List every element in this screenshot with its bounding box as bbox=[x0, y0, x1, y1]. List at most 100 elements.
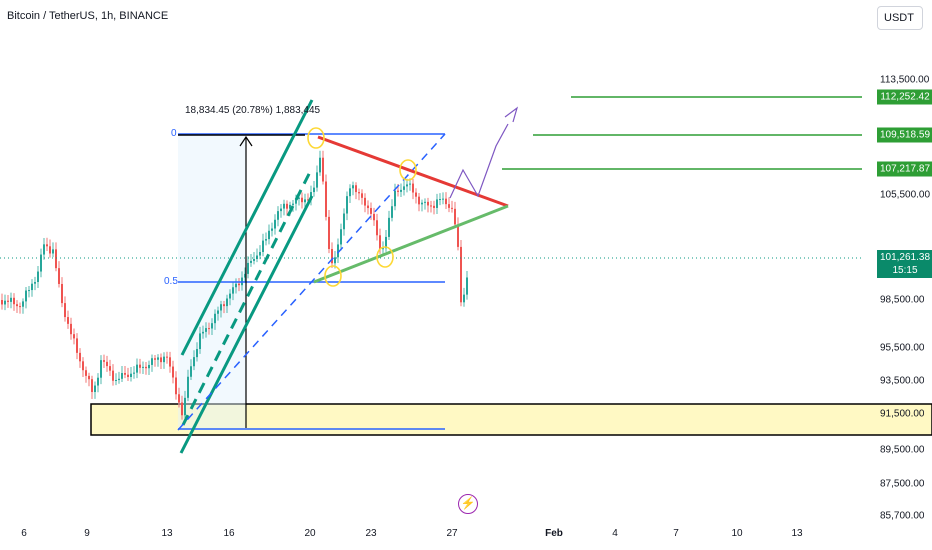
candle-body bbox=[307, 199, 309, 201]
time-label: 16 bbox=[223, 528, 235, 539]
candle-body bbox=[256, 255, 258, 260]
channel-mid-line[interactable] bbox=[181, 167, 314, 426]
candle-body bbox=[121, 373, 123, 379]
candle-body bbox=[439, 199, 441, 201]
time-label: 23 bbox=[365, 528, 377, 539]
candle-body bbox=[262, 240, 264, 253]
candle-body bbox=[154, 358, 156, 360]
price-label: 85,700.00 bbox=[880, 510, 925, 522]
candle-body bbox=[328, 216, 330, 249]
candle-body bbox=[421, 202, 423, 205]
candle-body bbox=[415, 192, 417, 197]
candle-body bbox=[385, 236, 387, 249]
candle-body bbox=[460, 246, 462, 303]
candle-body bbox=[67, 317, 69, 324]
candle-body bbox=[232, 287, 234, 294]
candle-body bbox=[97, 377, 99, 386]
candle-body bbox=[409, 183, 411, 185]
candle-body bbox=[175, 377, 177, 395]
flash-icon[interactable]: ⚡ bbox=[458, 494, 478, 514]
candle-body bbox=[76, 338, 78, 353]
candle-body bbox=[250, 260, 252, 263]
time-label: 13 bbox=[791, 528, 803, 539]
triangle-support-line[interactable] bbox=[313, 204, 509, 284]
candle-body bbox=[127, 374, 129, 378]
candle-body bbox=[13, 297, 15, 305]
candle-body bbox=[289, 204, 291, 209]
bar-countdown: 15:15 bbox=[892, 265, 918, 276]
candle-body bbox=[244, 273, 246, 278]
candle-body bbox=[277, 211, 279, 220]
candle-body bbox=[184, 397, 186, 416]
candle-body bbox=[151, 358, 153, 365]
candle-body bbox=[118, 378, 120, 381]
candle-body bbox=[367, 205, 369, 209]
candle-body bbox=[61, 283, 63, 304]
candle-body bbox=[7, 300, 9, 302]
candle-body bbox=[130, 373, 132, 378]
candle-body bbox=[190, 366, 192, 377]
channel-lower-line[interactable] bbox=[179, 195, 314, 454]
candle-body bbox=[394, 190, 396, 207]
candle-body bbox=[82, 361, 84, 371]
target-price-tag: 109,518.59 bbox=[877, 127, 932, 143]
target-price-tag: 112,252.42 bbox=[877, 89, 932, 105]
symbol-title[interactable]: Bitcoin / TetherUS, 1h, BINANCE bbox=[7, 10, 169, 22]
candle-body bbox=[160, 357, 162, 363]
candle-body bbox=[91, 379, 93, 393]
candle-body bbox=[313, 187, 315, 193]
demand-zone[interactable] bbox=[90, 403, 932, 436]
price-label: 87,500.00 bbox=[880, 478, 925, 490]
price-axis[interactable]: 113,500.00 105,500.00 98,500.00 95,500.0… bbox=[862, 0, 932, 522]
triangle-resistance-line[interactable] bbox=[317, 135, 509, 208]
candle-body bbox=[22, 301, 24, 307]
candle-body bbox=[397, 190, 399, 192]
candle-body bbox=[340, 229, 342, 245]
candle-body bbox=[442, 198, 444, 200]
price-label: 93,500.00 bbox=[880, 375, 925, 387]
candle-body bbox=[295, 198, 297, 204]
projection-path[interactable] bbox=[449, 123, 509, 199]
candle-body bbox=[19, 306, 21, 308]
candle-body bbox=[178, 394, 180, 403]
time-label: 10 bbox=[731, 528, 743, 539]
candle-body bbox=[112, 370, 114, 381]
currency-button[interactable]: USDT bbox=[877, 6, 923, 30]
time-label: 6 bbox=[21, 528, 27, 539]
swing-circle-3[interactable] bbox=[376, 246, 394, 268]
candle-body bbox=[268, 230, 270, 240]
candle-body bbox=[52, 249, 54, 254]
candle-body bbox=[436, 199, 438, 208]
time-axis[interactable]: 6 9 13 16 20 23 27 Feb 4 7 10 13 bbox=[0, 520, 860, 550]
candle-body bbox=[253, 259, 255, 261]
candle-body bbox=[40, 254, 42, 272]
swing-circle-2[interactable] bbox=[399, 159, 417, 181]
candle-body bbox=[265, 239, 267, 241]
candle-body bbox=[316, 172, 318, 188]
candle-body bbox=[406, 184, 408, 187]
candle-body bbox=[4, 300, 6, 305]
measure-arrow-head bbox=[239, 135, 253, 147]
candle-body bbox=[181, 402, 183, 416]
candle-body bbox=[49, 246, 51, 254]
candle-body bbox=[355, 185, 357, 193]
candle-body bbox=[403, 186, 405, 190]
candle-body bbox=[430, 205, 432, 207]
candle-body bbox=[58, 268, 60, 284]
candle-body bbox=[382, 248, 384, 250]
candle-body bbox=[94, 385, 96, 393]
candle-body bbox=[463, 294, 465, 303]
trend-dashed-line[interactable] bbox=[177, 133, 446, 431]
swing-circle-4[interactable] bbox=[324, 265, 342, 287]
candle-body bbox=[427, 201, 429, 206]
candle-body bbox=[139, 364, 141, 368]
candle-body bbox=[352, 185, 354, 189]
candle-body bbox=[274, 219, 276, 229]
channel-upper-line[interactable] bbox=[180, 99, 314, 356]
candle-body bbox=[46, 244, 48, 247]
candle-body bbox=[304, 199, 306, 203]
candle-body bbox=[64, 303, 66, 318]
swing-circle-1[interactable] bbox=[307, 127, 325, 149]
